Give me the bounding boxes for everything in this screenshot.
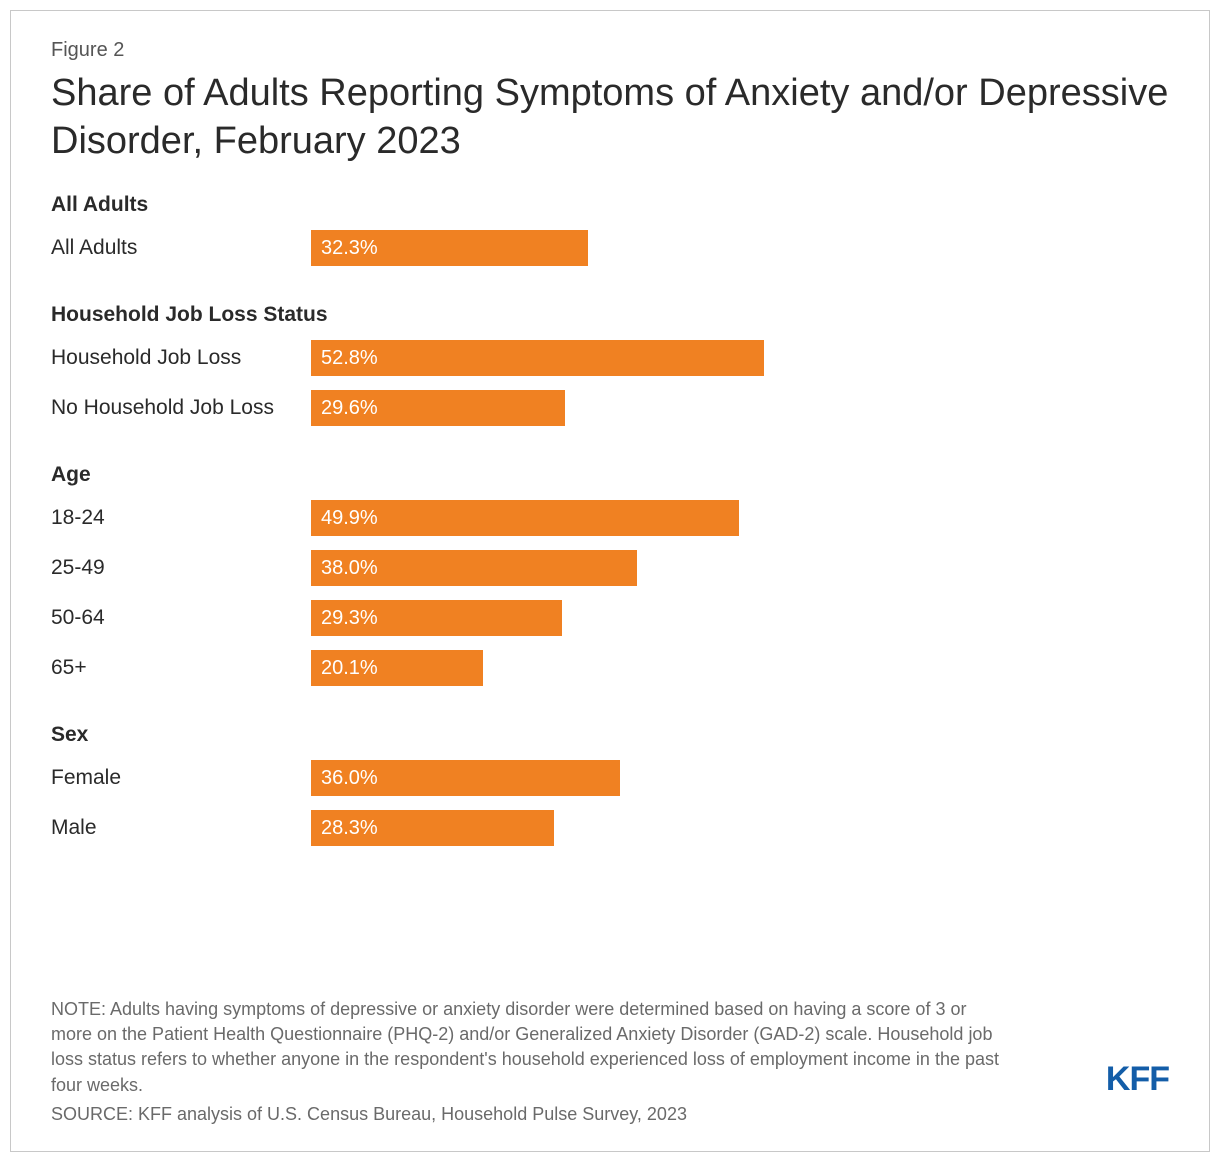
- chart-source: SOURCE: KFF analysis of U.S. Census Bure…: [51, 1102, 1011, 1127]
- bar-area: 29.6%: [311, 390, 1169, 426]
- chart-title: Share of Adults Reporting Symptoms of An…: [51, 70, 1169, 165]
- chart-group: Sex Female 36.0% Male 28.3%: [51, 723, 1169, 849]
- bar-area: 38.0%: [311, 550, 1169, 586]
- kff-logo: KFF: [1106, 1060, 1169, 1099]
- chart-group: Household Job Loss Status Household Job L…: [51, 303, 1169, 429]
- figure-box: Figure 2 Share of Adults Reporting Sympt…: [10, 10, 1210, 1152]
- bar-area: 49.9%: [311, 500, 1169, 536]
- chart-row: Male 28.3%: [51, 807, 1169, 849]
- row-label: 18-24: [51, 506, 311, 530]
- group-header: Household Job Loss Status: [51, 303, 1169, 327]
- bar-value-label: 36.0%: [321, 767, 378, 790]
- bar-area: 32.3%: [311, 230, 1169, 266]
- chart-row: 25-49 38.0%: [51, 547, 1169, 589]
- chart-row: Household Job Loss 52.8%: [51, 337, 1169, 379]
- chart-row: Female 36.0%: [51, 757, 1169, 799]
- bar: 38.0%: [311, 550, 637, 586]
- bar-value-label: 52.8%: [321, 347, 378, 370]
- bar-value-label: 38.0%: [321, 557, 378, 580]
- figure-label: Figure 2: [51, 39, 1169, 62]
- group-header: All Adults: [51, 193, 1169, 217]
- bar-area: 20.1%: [311, 650, 1169, 686]
- chart-group: All Adults All Adults 32.3%: [51, 193, 1169, 269]
- row-label: Male: [51, 816, 311, 840]
- chart-group: Age 18-24 49.9% 25-49 38.0% 50-64 29.3% 65+ 20.1…: [51, 463, 1169, 689]
- row-label: 25-49: [51, 556, 311, 580]
- chart-note: NOTE: Adults having symptoms of depressi…: [51, 997, 1011, 1098]
- bar-value-label: 32.3%: [321, 237, 378, 260]
- bar-area: 29.3%: [311, 600, 1169, 636]
- figure-container: Figure 2 Share of Adults Reporting Sympt…: [0, 0, 1220, 1162]
- row-label: Female: [51, 766, 311, 790]
- bar-value-label: 20.1%: [321, 657, 378, 680]
- footer-area: NOTE: Adults having symptoms of depressi…: [51, 997, 1169, 1127]
- chart-row: 65+ 20.1%: [51, 647, 1169, 689]
- group-header: Age: [51, 463, 1169, 487]
- group-header: Sex: [51, 723, 1169, 747]
- bar: 29.3%: [311, 600, 562, 636]
- chart-row: All Adults 32.3%: [51, 227, 1169, 269]
- chart-row: 50-64 29.3%: [51, 597, 1169, 639]
- bar-area: 52.8%: [311, 340, 1169, 376]
- bar: 32.3%: [311, 230, 588, 266]
- chart-row: No Household Job Loss 29.6%: [51, 387, 1169, 429]
- chart-row: 18-24 49.9%: [51, 497, 1169, 539]
- bar-value-label: 49.9%: [321, 507, 378, 530]
- row-label: No Household Job Loss: [51, 396, 311, 420]
- bar: 36.0%: [311, 760, 620, 796]
- row-label: 65+: [51, 656, 311, 680]
- bar-area: 28.3%: [311, 810, 1169, 846]
- footer-text: NOTE: Adults having symptoms of depressi…: [51, 997, 1011, 1127]
- row-label: 50-64: [51, 606, 311, 630]
- row-label: All Adults: [51, 236, 311, 260]
- bar: 49.9%: [311, 500, 739, 536]
- bar-area: 36.0%: [311, 760, 1169, 796]
- bar: 29.6%: [311, 390, 565, 426]
- bar: 52.8%: [311, 340, 764, 376]
- row-label: Household Job Loss: [51, 346, 311, 370]
- bar: 28.3%: [311, 810, 554, 846]
- bar: 20.1%: [311, 650, 483, 686]
- bar-chart: All Adults All Adults 32.3% Household Job L…: [51, 193, 1169, 849]
- bar-value-label: 29.3%: [321, 607, 378, 630]
- bar-value-label: 29.6%: [321, 397, 378, 420]
- bar-value-label: 28.3%: [321, 817, 378, 840]
